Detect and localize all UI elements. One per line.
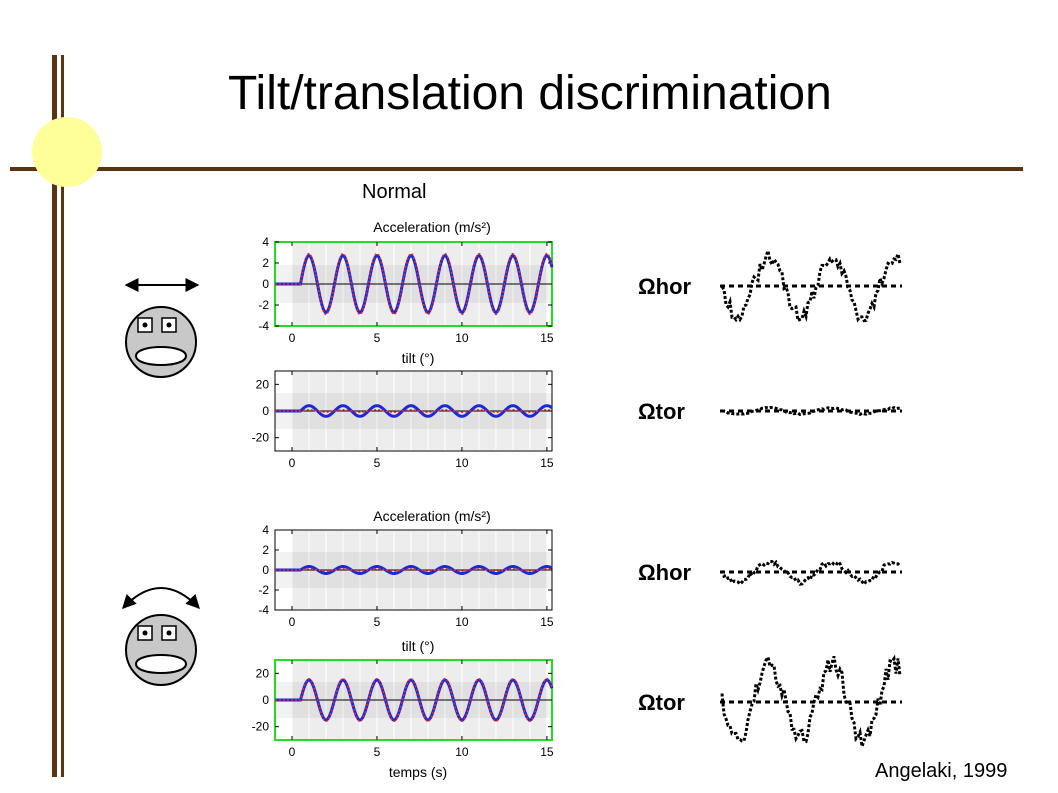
y-tick-label: 0 <box>262 404 269 418</box>
x-tick-label: 5 <box>374 615 381 629</box>
tilt-chart-tilt: 20 0 -20 0 5 10 15 <box>252 659 554 759</box>
y-tick-label: -4 <box>258 603 269 617</box>
x-tick-label: 10 <box>455 331 469 345</box>
x-tick-label: 15 <box>540 615 554 629</box>
x-tick-label: 15 <box>540 745 554 759</box>
x-tick-label: 0 <box>289 456 296 470</box>
chart-4-title: tilt (°) <box>401 638 435 654</box>
acceleration-chart-tilt: 4 2 0 -2 -4 0 5 10 15 <box>258 523 554 629</box>
y-tick-label: -20 <box>252 431 270 445</box>
reference-series <box>275 409 553 413</box>
x-tick-label: 15 <box>540 331 554 345</box>
y-tick-label: 4 <box>262 523 269 537</box>
x-tick-label: 15 <box>540 456 554 470</box>
x-axis-label: temps (s) <box>388 764 448 780</box>
chart-3-title: Acceleration (m/s²) <box>373 508 491 524</box>
x-tick-label: 10 <box>455 615 469 629</box>
condition-label: Normal <box>362 181 427 203</box>
reference-series <box>275 252 553 316</box>
y-tick-label: -2 <box>258 298 269 312</box>
citation: Angelaki, 1999 <box>875 760 1008 782</box>
yellow-circle-decoration <box>32 117 102 187</box>
y-tick-label: 2 <box>262 256 269 270</box>
y-tick-label: 0 <box>262 563 269 577</box>
reference-series <box>275 568 553 572</box>
y-tick-label: -4 <box>258 319 269 333</box>
omega-label: Ωhor <box>638 560 692 585</box>
x-tick-label: 5 <box>374 331 381 345</box>
x-tick-label: 5 <box>374 456 381 470</box>
omega-label: Ωhor <box>638 274 692 299</box>
neural-response-trace <box>720 653 902 747</box>
x-tick-label: 0 <box>289 745 296 759</box>
monkey-face-icon <box>125 614 197 686</box>
neural-response-trace <box>720 559 902 587</box>
model-series <box>275 404 553 418</box>
x-tick-label: 0 <box>289 331 296 345</box>
y-tick-label: 0 <box>262 277 269 291</box>
y-tick-label: 4 <box>262 235 269 249</box>
chart-2-title: tilt (°) <box>401 350 435 366</box>
neural-response-panel: Ωhor Ωtor Ωhor Ωtor <box>638 245 902 747</box>
x-tick-label: 10 <box>455 456 469 470</box>
y-tick-label: 0 <box>262 693 269 707</box>
y-tick-label: 20 <box>256 666 270 680</box>
omega-label: Ωtor <box>638 690 685 715</box>
x-tick-label: 5 <box>374 745 381 759</box>
acceleration-chart-translation: 4 2 0 -2 -4 0 5 10 15 <box>258 235 554 345</box>
x-tick-label: 10 <box>455 745 469 759</box>
y-tick-label: 2 <box>262 543 269 557</box>
y-tick-label: -20 <box>252 720 270 734</box>
chart-1-title: Acceleration (m/s²) <box>373 219 491 235</box>
y-tick-label: -2 <box>258 583 269 597</box>
frame-vertical-bar-left <box>52 55 57 777</box>
slide-title: Tilt/translation discrimination <box>228 67 832 120</box>
y-tick-label: 20 <box>256 377 270 391</box>
neural-response-trace <box>721 405 901 417</box>
omega-label: Ωtor <box>638 399 685 424</box>
frame-horizontal-bar <box>10 167 1023 171</box>
tilt-chart-translation: 20 0 -20 0 5 10 15 <box>252 370 554 470</box>
frame-vertical-bar-right <box>61 55 64 777</box>
monkey-face-icon <box>125 306 197 378</box>
x-tick-label: 0 <box>289 615 296 629</box>
curved-double-arrow-icon <box>122 587 200 610</box>
neural-response-trace <box>720 245 902 324</box>
reference-series <box>275 677 553 723</box>
